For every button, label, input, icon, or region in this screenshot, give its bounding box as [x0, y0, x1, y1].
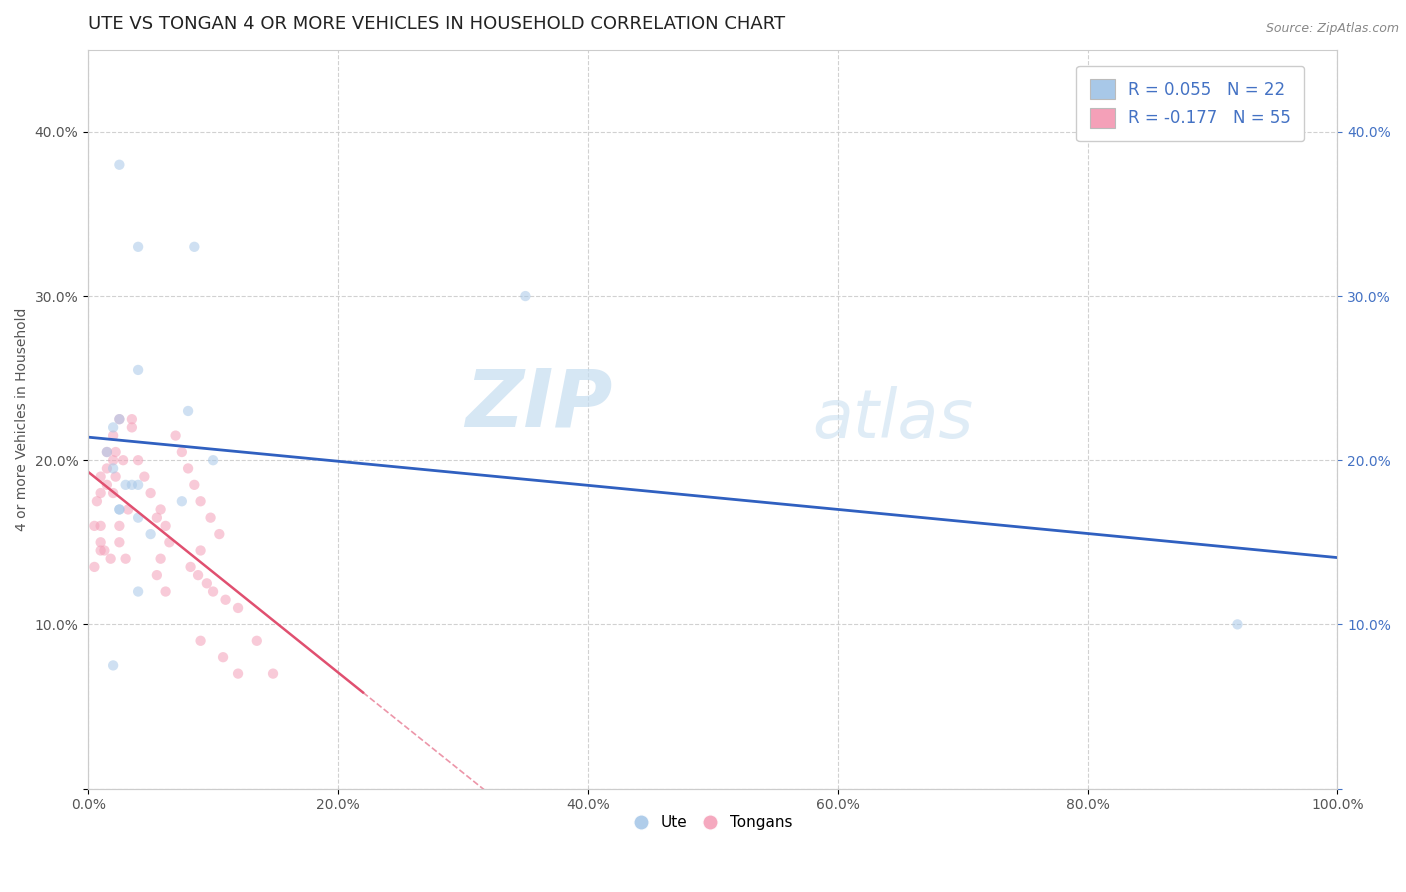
Point [187, 568, 209, 582]
Point [246, 633, 269, 648]
Y-axis label: 4 or more Vehicles in Household: 4 or more Vehicles in Household [15, 308, 30, 531]
Text: Source: ZipAtlas.com: Source: ZipAtlas.com [1265, 22, 1399, 36]
Point [177, 404, 200, 418]
Point [226, 601, 249, 615]
Point [183, 478, 205, 492]
Point [149, 502, 172, 516]
Point [226, 666, 249, 681]
Point [90, 543, 112, 558]
Text: ZIP: ZIP [465, 366, 613, 443]
Point [101, 420, 124, 434]
Point [139, 527, 162, 541]
Point [262, 666, 284, 681]
Point [127, 240, 149, 254]
Point [108, 412, 131, 426]
Point [90, 486, 112, 500]
Point [1226, 617, 1249, 632]
Point [212, 650, 235, 665]
Point [104, 445, 127, 459]
Point [127, 584, 149, 599]
Point [101, 486, 124, 500]
Point [127, 453, 149, 467]
Point [208, 527, 231, 541]
Point [121, 420, 143, 434]
Point [90, 469, 112, 483]
Point [183, 240, 205, 254]
Point [101, 658, 124, 673]
Point [101, 428, 124, 442]
Point [146, 510, 169, 524]
Point [127, 510, 149, 524]
Point [121, 412, 143, 426]
Point [108, 502, 131, 516]
Point [121, 478, 143, 492]
Point [202, 453, 225, 467]
Point [195, 576, 218, 591]
Point [101, 461, 124, 475]
Point [83, 519, 105, 533]
Point [86, 494, 108, 508]
Point [515, 289, 537, 303]
Point [127, 478, 149, 492]
Point [108, 519, 131, 533]
Point [190, 633, 212, 648]
Point [101, 453, 124, 467]
Point [180, 560, 202, 574]
Point [96, 478, 118, 492]
Point [114, 551, 136, 566]
Point [134, 469, 156, 483]
Point [177, 461, 200, 475]
Point [170, 445, 193, 459]
Point [108, 535, 131, 549]
Point [100, 551, 122, 566]
Point [104, 469, 127, 483]
Point [155, 519, 177, 533]
Point [108, 502, 131, 516]
Point [127, 363, 149, 377]
Point [214, 592, 236, 607]
Point [165, 428, 187, 442]
Point [190, 494, 212, 508]
Text: atlas: atlas [813, 386, 974, 452]
Point [112, 453, 135, 467]
Point [200, 510, 222, 524]
Point [83, 560, 105, 574]
Text: UTE VS TONGAN 4 OR MORE VEHICLES IN HOUSEHOLD CORRELATION CHART: UTE VS TONGAN 4 OR MORE VEHICLES IN HOUS… [89, 15, 786, 33]
Point [108, 158, 131, 172]
Point [190, 543, 212, 558]
Point [96, 445, 118, 459]
Point [96, 445, 118, 459]
Point [170, 494, 193, 508]
Point [90, 535, 112, 549]
Legend: Ute, Tongans: Ute, Tongans [627, 809, 799, 837]
Point [96, 461, 118, 475]
Point [139, 486, 162, 500]
Point [117, 502, 139, 516]
Point [202, 584, 225, 599]
Point [146, 568, 169, 582]
Point [155, 584, 177, 599]
Point [93, 543, 115, 558]
Point [114, 478, 136, 492]
Point [108, 412, 131, 426]
Point [157, 535, 180, 549]
Point [90, 519, 112, 533]
Point [149, 551, 172, 566]
